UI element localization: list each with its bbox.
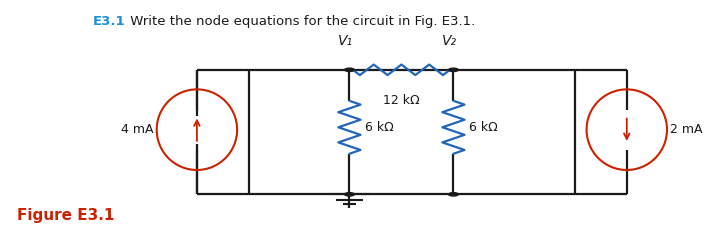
Circle shape (449, 68, 459, 72)
Circle shape (449, 193, 459, 196)
Text: 2 mA: 2 mA (670, 123, 703, 136)
Text: 12 kΩ: 12 kΩ (383, 94, 419, 107)
Circle shape (345, 193, 354, 196)
Text: Figure E3.1: Figure E3.1 (16, 208, 114, 223)
Circle shape (345, 68, 354, 72)
Text: V₂: V₂ (442, 34, 458, 48)
Text: V₁: V₁ (338, 34, 353, 48)
Text: 6 kΩ: 6 kΩ (365, 121, 393, 134)
Text: 4 mA: 4 mA (121, 123, 154, 136)
Text: Write the node equations for the circuit in Fig. E3.1.: Write the node equations for the circuit… (126, 15, 476, 28)
Text: 6 kΩ: 6 kΩ (469, 121, 498, 134)
Text: E3.1: E3.1 (93, 15, 126, 28)
